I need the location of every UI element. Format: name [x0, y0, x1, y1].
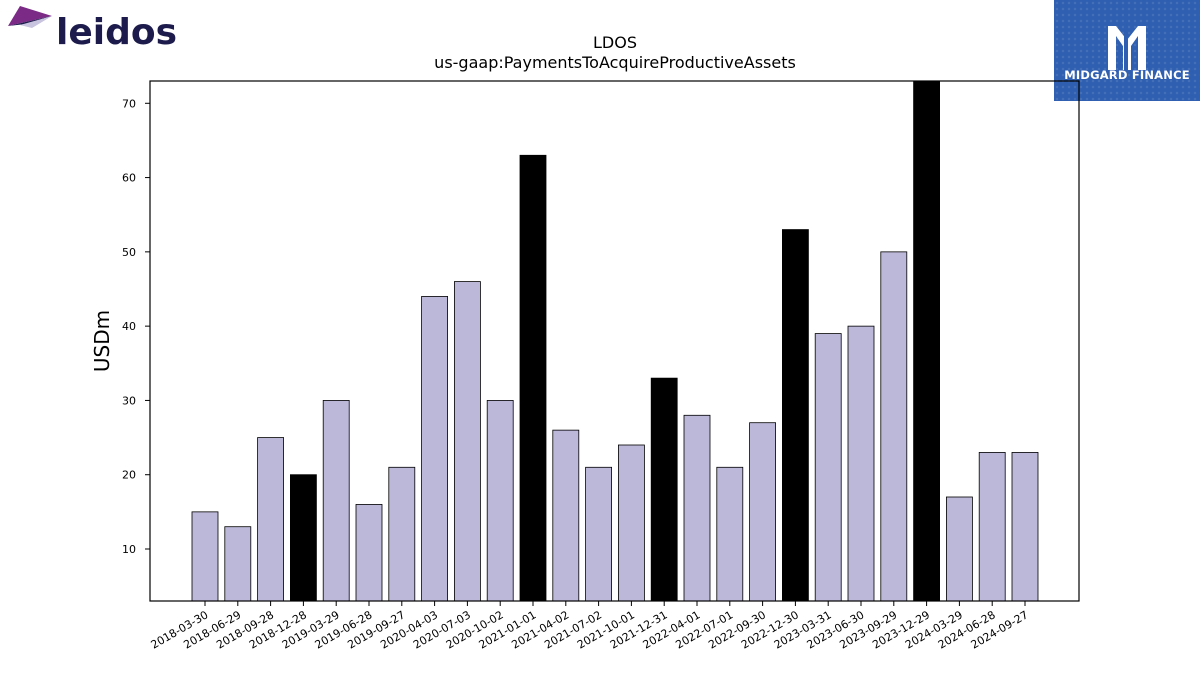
y-tick-label: 40 — [122, 320, 136, 333]
bar-2018-12-28 — [289, 474, 317, 602]
bars-group — [191, 80, 1039, 602]
bar-2018-03-30 — [191, 511, 219, 602]
bar-2023-09-29 — [880, 251, 908, 602]
bar-2023-03-31 — [814, 333, 842, 602]
y-tick-label: 70 — [122, 97, 136, 110]
bar-2018-09-28 — [257, 437, 285, 602]
y-tick-label: 60 — [122, 172, 136, 185]
y-tick-label: 30 — [122, 394, 136, 407]
leidos-wordmark: leidos — [56, 12, 176, 50]
plot-frame — [149, 80, 1080, 602]
bar-2021-01-01 — [519, 154, 547, 602]
bar-2024-03-29 — [946, 496, 973, 602]
midgard-mark-icon — [1108, 14, 1146, 70]
y-tick-label: 50 — [122, 246, 136, 259]
bar-2021-12-31 — [650, 377, 678, 602]
y-axis-label: USDm — [90, 310, 114, 372]
leidos-logo: leidos — [6, 4, 177, 53]
chart-title: LDOS — [593, 33, 637, 52]
bar-2024-06-28 — [978, 452, 1006, 602]
bar-2024-09-27 — [1011, 452, 1039, 602]
bar-2021-04-02 — [552, 429, 580, 602]
chart-subtitle: us-gaap:PaymentsToAcquireProductiveAsset… — [434, 53, 796, 72]
bar-2020-04-03 — [421, 296, 449, 602]
y-axis-ticks: 10 20 30 40 50 60 70 — [122, 97, 150, 556]
bar-2021-10-01 — [618, 444, 645, 602]
bar-2023-12-29 — [913, 80, 940, 602]
bar-2022-04-01 — [683, 414, 711, 602]
bar-2021-07-02 — [585, 466, 612, 602]
midgard-finance-logo: MIDGARD FINANCE — [1054, 0, 1200, 101]
midgard-wordmark: MIDGARD FINANCE — [1064, 68, 1190, 82]
bar-2020-07-03 — [453, 281, 481, 602]
y-tick-label: 20 — [122, 469, 136, 482]
bar-2023-06-30 — [847, 325, 875, 602]
leidos-mark-icon: leidos — [8, 6, 177, 53]
bar-2022-09-30 — [749, 422, 776, 602]
x-axis-ticks: 2018-03-302018-06-292018-09-282018-12-28… — [149, 601, 1031, 652]
y-tick-label: 10 — [122, 543, 136, 556]
bar-2019-03-29 — [322, 400, 350, 602]
bar-2022-12-30 — [782, 229, 809, 602]
bar-2019-09-27 — [388, 466, 416, 602]
bar-2022-07-01 — [716, 466, 744, 602]
bar-2018-06-29 — [224, 526, 252, 602]
bar-2019-06-28 — [355, 504, 383, 602]
bar-2020-10-02 — [486, 400, 514, 602]
